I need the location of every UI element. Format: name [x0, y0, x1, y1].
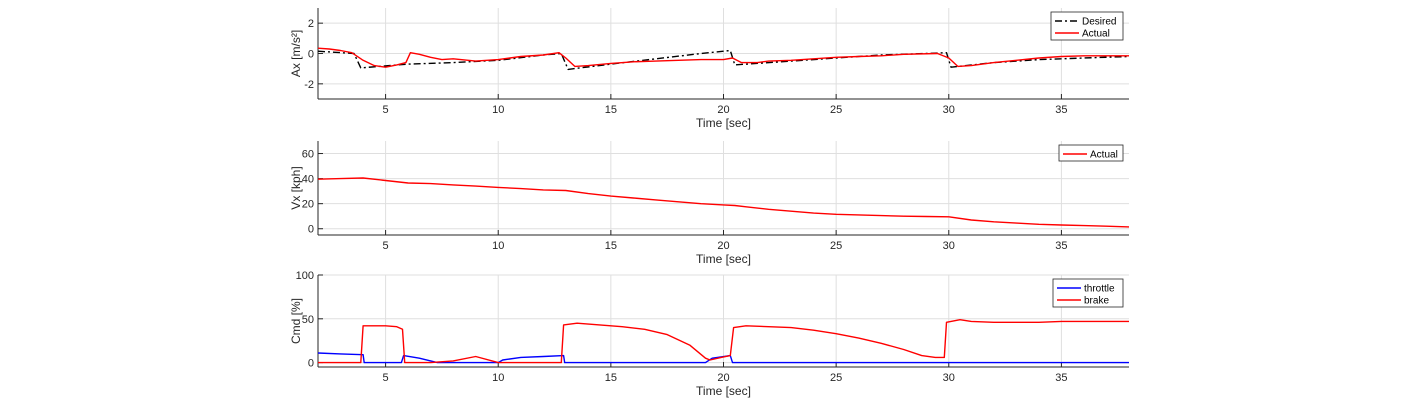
legend-label: Desired: [1082, 17, 1116, 28]
chart-panel-1: 5 10 15 20 25 30 35 -2 0 2 Time [sec] Ax [m/s²] Desi…: [289, 8, 1130, 130]
y-tick-label: 0: [308, 49, 314, 61]
legend-label: brake: [1084, 296, 1109, 307]
x-tick-label: 5: [383, 104, 389, 116]
x-tick-label: 25: [830, 240, 842, 252]
x-tick-label: 35: [1055, 104, 1067, 116]
legend-label: throttle: [1084, 284, 1115, 295]
chart-panel-3: 5 10 15 20 25 30 35 0 50 100 Time [sec] Cmd [%] thro…: [289, 270, 1129, 398]
series-line-desired: [317, 49, 1130, 71]
y-tick-label: 40: [302, 174, 314, 186]
x-tick-label: 15: [605, 240, 617, 252]
x-tick-label: 25: [830, 104, 842, 116]
y-tick-label: 50: [302, 314, 314, 326]
x-tick-label: 20: [717, 240, 729, 252]
y-tick-label: 20: [302, 199, 314, 211]
y-axis-label: Vx [kph]: [289, 166, 303, 209]
x-tick-label: 10: [492, 104, 504, 116]
x-tick-label: 30: [943, 372, 955, 384]
x-tick-label: 20: [717, 372, 729, 384]
y-tick-label: 100: [296, 270, 314, 282]
x-tick-label: 5: [383, 372, 389, 384]
legend-label: Actual: [1082, 29, 1110, 40]
x-tick-label: 10: [492, 240, 504, 252]
series-line-actual: [317, 177, 1130, 228]
x-tick-label: 5: [383, 240, 389, 252]
y-tick-label: 2: [308, 18, 314, 30]
series-line-brake: [318, 319, 1129, 364]
x-tick-label: 35: [1055, 372, 1067, 384]
chart-panel-2: 5 10 15 20 25 30 35 0 20 40 60 Time [sec] Vx [kph] Ac…: [289, 141, 1130, 266]
x-axis-label: Time [sec]: [696, 116, 751, 130]
y-tick-label: -2: [304, 79, 314, 91]
y-axis-label: Cmd [%]: [289, 298, 303, 344]
legend: Actual: [1058, 144, 1124, 162]
legend-box: [1050, 11, 1124, 41]
x-tick-label: 25: [830, 372, 842, 384]
x-tick-label: 10: [492, 372, 504, 384]
x-tick-label: 15: [605, 104, 617, 116]
x-tick-label: 15: [605, 372, 617, 384]
series-line-actual: [317, 47, 1129, 68]
x-axis-label: Time [sec]: [696, 384, 751, 398]
x-tick-label: 30: [943, 104, 955, 116]
y-axis-label: Ax [m/s²]: [289, 30, 303, 77]
x-axis-label: Time [sec]: [696, 252, 751, 266]
legend-box: [1052, 278, 1124, 308]
legend-label: Actual: [1090, 150, 1118, 161]
x-tick-label: 20: [717, 104, 729, 116]
x-tick-label: 35: [1055, 240, 1067, 252]
y-tick-label: 60: [302, 149, 314, 161]
y-tick-label: 0: [308, 224, 314, 236]
x-tick-label: 30: [943, 240, 955, 252]
legend-box: [1058, 144, 1124, 162]
y-tick-label: 0: [308, 358, 314, 370]
